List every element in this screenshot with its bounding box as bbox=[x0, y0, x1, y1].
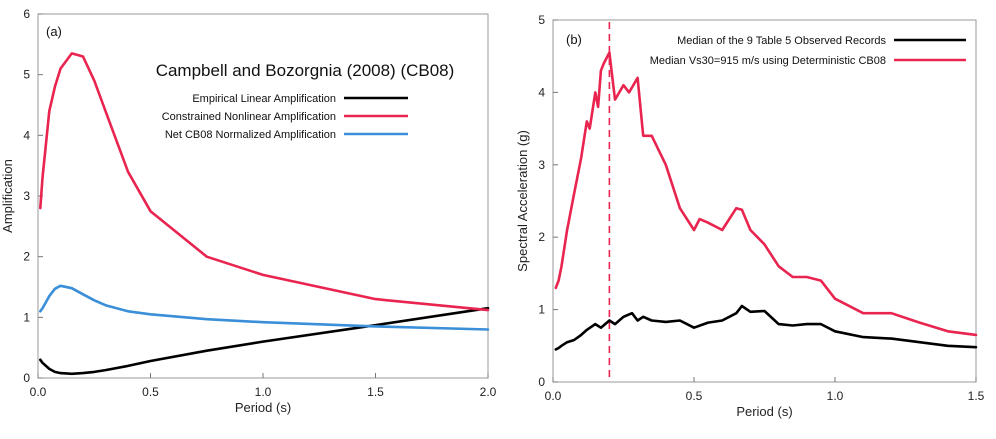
panel-b-series-line-1 bbox=[554, 304, 978, 351]
panel-a-y-tick-label: 5 bbox=[23, 68, 30, 82]
panel-b-y-tick-label: 4 bbox=[538, 85, 545, 99]
panel-a-y-tick-label: 0 bbox=[23, 371, 30, 385]
panel-b-y-tick-label: 3 bbox=[538, 158, 545, 172]
panel-b-plot-frame bbox=[552, 19, 977, 383]
panel-a-y-axis-label: Amplification bbox=[0, 159, 15, 233]
panel-b-y-tick-label: 5 bbox=[538, 13, 545, 27]
panel-b-x-tick-label: 1.0 bbox=[827, 389, 844, 403]
panel-a-chart: 0.0 0.5 1.0 1.5 2.0 0 1 2 3 4 5 6 Period (s) Amplific… bbox=[0, 7, 497, 415]
panel-a-x-tick-label: 2.0 bbox=[480, 385, 497, 399]
panel-b-chart: 0.0 0.5 1.0 1.5 0 1 2 3 4 5 Period (s) Spectral Acc… bbox=[515, 13, 985, 419]
panel-a-x-tick-label: 0.5 bbox=[142, 385, 159, 399]
panel-b-series-line-2 bbox=[554, 51, 978, 337]
panel-a-y-tick-label: 4 bbox=[23, 128, 30, 142]
panel-a-y-tick-label: 2 bbox=[23, 250, 30, 264]
panel-b-x-tick-label: 0.0 bbox=[545, 389, 562, 403]
panel-a-x-axis-label: Period (s) bbox=[235, 400, 291, 415]
panel-b-legend-label-2: Median Vs30=915 m/s using Deterministic … bbox=[650, 55, 886, 67]
panel-a-panel-label: (a) bbox=[46, 24, 62, 39]
panel-a-legend-label-2: Constrained Nonlinear Amplification bbox=[162, 111, 336, 123]
panel-a-y-tick-label: 3 bbox=[23, 189, 30, 203]
panel-b-y-axis-label: Spectral Acceleration (g) bbox=[515, 130, 530, 272]
panel-a-series-line-3 bbox=[38, 284, 490, 331]
panel-b-x-axis-label: Period (s) bbox=[736, 404, 792, 419]
panel-a-x-tick-label: 0.0 bbox=[30, 385, 47, 399]
panel-b-y-tick-label: 0 bbox=[538, 375, 545, 389]
panel-a-y-tick-label: 1 bbox=[23, 310, 30, 324]
panel-a-chart-title: Campbell and Bozorgnia (2008) (CB08) bbox=[156, 61, 455, 80]
panel-b-y-tick-label: 2 bbox=[538, 230, 545, 244]
panel-a-series-line-1 bbox=[38, 306, 490, 376]
panel-a-legend-label-3: Net CB08 Normalized Amplification bbox=[165, 129, 336, 141]
panel-b-legend-label-1: Median of the 9 Table 5 Observed Records bbox=[677, 35, 886, 47]
panel-a-x-tick-label: 1.5 bbox=[367, 385, 384, 399]
panel-b-x-tick-label: 1.5 bbox=[968, 389, 985, 403]
panel-a-legend-label-1: Empirical Linear Amplification bbox=[192, 93, 336, 105]
panel-b-x-tick-label: 0.5 bbox=[686, 389, 703, 403]
panel-a-x-tick-label: 1.0 bbox=[255, 385, 272, 399]
panel-b-y-tick-label: 1 bbox=[538, 303, 545, 317]
panel-a-y-tick-label: 6 bbox=[23, 7, 30, 21]
panel-a-series-line-2 bbox=[38, 52, 490, 312]
panel-b-panel-label: (b) bbox=[566, 32, 582, 47]
